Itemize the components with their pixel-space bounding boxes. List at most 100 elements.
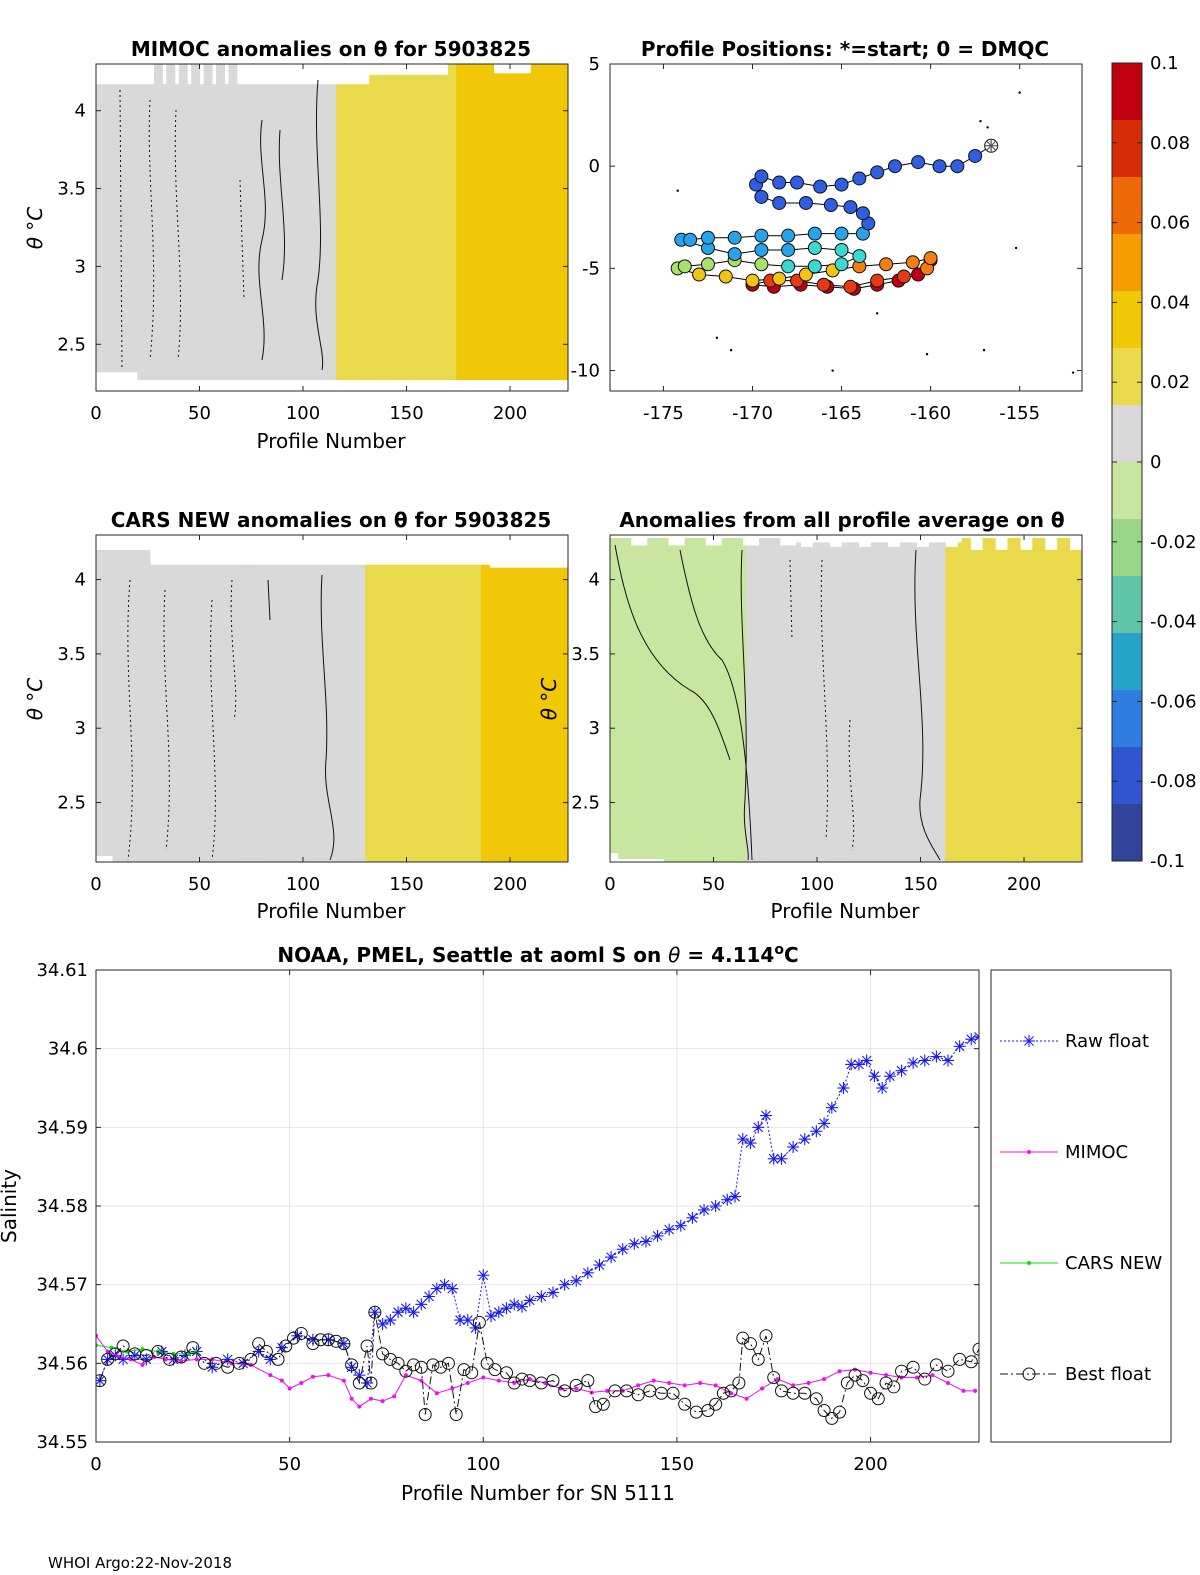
colorbar-strip [1112, 234, 1142, 292]
colorbar-tick-label: 0.06 [1150, 213, 1190, 234]
heatmap-column [534, 567, 540, 862]
heatmap-column [870, 542, 876, 862]
heatmap-column [311, 84, 317, 381]
raw-float-point [516, 1300, 529, 1313]
heatmap-column [195, 564, 201, 862]
mimoc-point [179, 1358, 184, 1363]
colorbar-tick-label: -0.04 [1150, 612, 1197, 633]
heatmap-column [245, 564, 250, 862]
heatmap-column [912, 542, 917, 862]
legend-raw-marker [1023, 1035, 1035, 1047]
cars-panel: CARS NEW anomalies on θ for 5903825 0 50 1… [23, 508, 569, 923]
island-speck [875, 312, 879, 315]
heatmap-column [303, 564, 308, 862]
heatmap-column [995, 549, 1000, 862]
heatmap-column [249, 564, 254, 862]
heatmap-column [418, 564, 424, 862]
raw-float-point [818, 1117, 831, 1130]
salinity-panel: NOAA, PMEL, Seattle at aoml S on θ = 4.1… [0, 942, 1172, 1505]
heatmap-column [709, 545, 715, 862]
heatmap-column [137, 84, 143, 381]
heatmap-column [170, 564, 176, 862]
legend-item-mimoc: MIMOC [1000, 1142, 1128, 1163]
y-tick-label: 4 [589, 570, 600, 591]
mimoc-point [299, 1381, 304, 1385]
mimoc-point [481, 1375, 486, 1380]
heatmap-column [211, 564, 217, 862]
best-float-point [689, 1405, 703, 1419]
x-tick-label: -155 [999, 403, 1040, 424]
heatmap-column [340, 84, 346, 381]
best-float-point [96, 1374, 107, 1388]
heatmap-column [555, 567, 561, 862]
cars-axes-box [95, 534, 569, 863]
heatmap-column [713, 545, 719, 862]
positions-axes-box [609, 63, 1083, 392]
best-float-point [321, 1333, 335, 1347]
colorbar-strip [1112, 177, 1142, 235]
positions-markers [670, 91, 1075, 374]
heatmap-column [518, 567, 524, 862]
mimoc-point [915, 1375, 920, 1380]
heatmap-column [216, 64, 221, 381]
position-marker [813, 179, 828, 194]
best-float-point [840, 1376, 854, 1390]
heatmap-column [692, 537, 698, 862]
position-marker [852, 249, 867, 264]
x-tick-label: 0 [90, 874, 101, 895]
raw-float-point [96, 1374, 106, 1387]
colorbar-strip [1112, 690, 1142, 748]
heatmap-column [879, 542, 884, 862]
heatmap-column [485, 564, 490, 862]
mimoc-point [961, 1388, 966, 1393]
heatmap-column [174, 564, 180, 862]
best-float-point [906, 1360, 920, 1374]
heatmap-column [153, 564, 159, 862]
mimoc-point [368, 1396, 373, 1401]
best-float-point [724, 1384, 738, 1398]
best-float-point [329, 1334, 343, 1348]
best-float-point [108, 1347, 122, 1361]
best-float-point [558, 1384, 572, 1398]
heatmap-column [327, 84, 333, 381]
heatmap-column [481, 64, 486, 381]
position-marker [798, 195, 813, 210]
heatmap-column [406, 74, 412, 381]
best-float-point [546, 1374, 560, 1388]
x-tick-label: -165 [821, 403, 862, 424]
heatmap-column [456, 64, 461, 381]
position-marker [932, 159, 947, 174]
y-tick-label: 34.6 [48, 1039, 88, 1060]
x-tick-label: 0 [604, 874, 615, 895]
best-float-point [879, 1376, 893, 1390]
position-marker [855, 206, 870, 221]
heatmap-column [505, 567, 511, 862]
heatmap-column [953, 546, 959, 862]
heatmap-column [622, 537, 628, 860]
heatmap-column [112, 84, 118, 373]
raw-float-point [616, 1243, 629, 1256]
colorbar-strip [1112, 804, 1142, 862]
heatmap-column [481, 564, 486, 862]
heatmap-column [158, 64, 163, 381]
best-float-point [786, 1386, 800, 1400]
heatmap-column [1053, 549, 1058, 862]
heatmap-column [294, 84, 300, 381]
heatmap-column [447, 64, 453, 381]
heatmap-column [389, 74, 395, 381]
heatmap-column [1040, 537, 1046, 862]
heatmap-column [547, 567, 553, 862]
mimoc-point [729, 1391, 734, 1396]
best-float-point [221, 1360, 235, 1374]
heatmap-column [249, 84, 254, 381]
legend-best-marker [1022, 1367, 1036, 1381]
raw-float-point [907, 1056, 920, 1069]
heatmap-column [643, 545, 648, 860]
heatmap-column [655, 537, 661, 860]
y-tick-label: 34.58 [36, 1196, 88, 1217]
heatmap-column [290, 564, 296, 862]
position-marker [677, 259, 692, 274]
position-marker [852, 171, 867, 186]
x-tick-label: 200 [493, 874, 527, 895]
avg-xlabel: Profile Number [771, 899, 921, 923]
